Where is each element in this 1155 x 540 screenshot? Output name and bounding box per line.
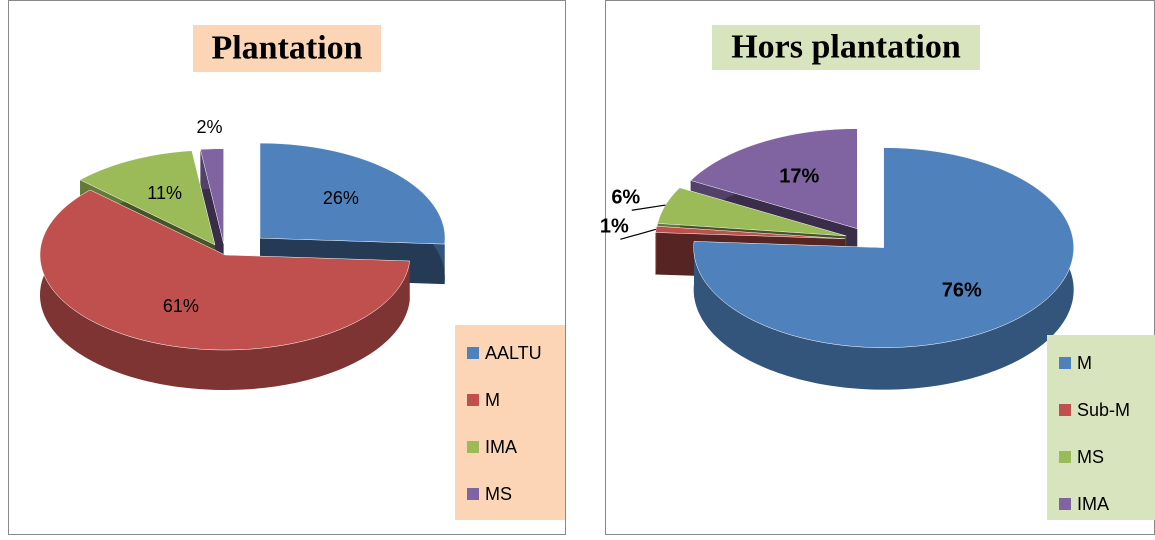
legend-label: MS: [485, 484, 512, 504]
pie-slice: [690, 128, 858, 230]
legend-label: AALTU: [485, 343, 542, 363]
chart-title: Hors plantation: [731, 28, 961, 65]
legend-label: IMA: [485, 437, 517, 457]
chart-title: Plantation: [211, 29, 362, 66]
pie-slice: [655, 225, 846, 240]
legend-swatch: [1059, 404, 1071, 416]
data-label: 17%: [779, 165, 819, 187]
data-label: 76%: [942, 280, 982, 302]
legend-label: MS: [1077, 447, 1104, 467]
legend-label: Sub-M: [1077, 400, 1130, 420]
legend-swatch: [1059, 498, 1071, 510]
data-label: 61%: [163, 296, 199, 316]
data-label: 11%: [147, 183, 182, 203]
legend-label: M: [1077, 353, 1092, 373]
slice-wall: [40, 189, 410, 390]
pie-slice: [200, 148, 224, 244]
legend-swatch: [1059, 357, 1071, 369]
pie-slice: [79, 150, 216, 246]
data-label: 1%: [600, 216, 629, 238]
leader-line: [631, 204, 666, 211]
legend-swatch: [467, 394, 479, 406]
title-background: [193, 25, 381, 72]
legend-label: M: [485, 390, 500, 410]
legend-swatch: [467, 347, 479, 359]
legend-swatch: [467, 441, 479, 453]
data-label: 6%: [611, 187, 640, 209]
title-background: [712, 25, 980, 70]
data-label: 26%: [323, 188, 359, 208]
legend-swatch: [1059, 451, 1071, 463]
pie-slice: [693, 147, 1074, 348]
leader-line: [620, 228, 657, 240]
legend-label: IMA: [1077, 494, 1109, 514]
pie-slice: [259, 142, 446, 245]
legend-swatch: [467, 488, 479, 500]
pie-slice: [39, 189, 410, 351]
pie-slice: [657, 187, 847, 237]
data-label: 2%: [196, 117, 222, 137]
slice-wall: [655, 226, 657, 275]
